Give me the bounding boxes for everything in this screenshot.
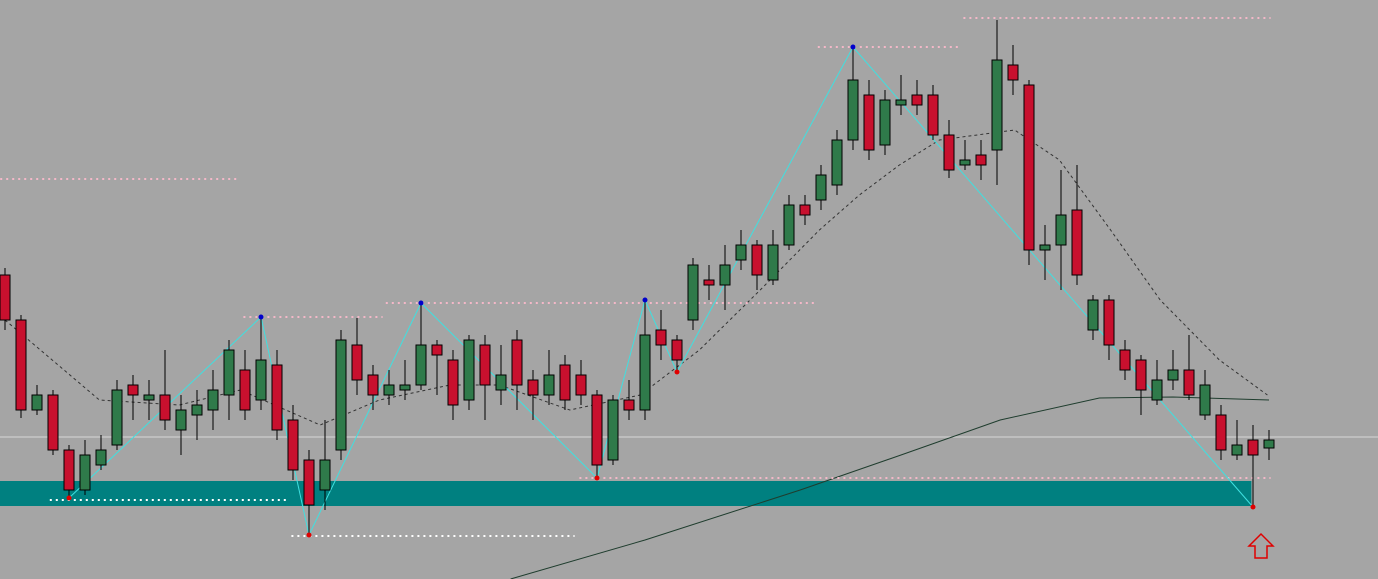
candle-body — [335, 339, 347, 451]
candle-body — [879, 99, 891, 146]
candle-body — [623, 399, 635, 411]
zone — [0, 481, 1252, 506]
candle-body — [1023, 84, 1035, 251]
candle-body — [1183, 369, 1195, 396]
candle-body — [863, 94, 875, 151]
candle-body — [223, 349, 235, 396]
candle-body — [175, 409, 187, 431]
pivot-dot — [642, 297, 648, 303]
candle-body — [959, 159, 971, 166]
candle-body — [383, 384, 395, 396]
candle-body — [111, 389, 123, 446]
candle-body — [31, 394, 43, 411]
candle-body — [1231, 444, 1243, 456]
candle-body — [1215, 414, 1227, 451]
candle-body — [527, 379, 539, 396]
candle-body — [0, 274, 11, 321]
candle-body — [399, 384, 411, 391]
candle-body — [975, 154, 987, 166]
candle-body — [1087, 299, 1099, 331]
candle-body — [895, 99, 907, 106]
candle-body — [911, 94, 923, 106]
pivot-dot — [66, 495, 72, 501]
candle-body — [1055, 214, 1067, 246]
candle-body — [303, 459, 315, 506]
candle-body — [1103, 299, 1115, 346]
candle-body — [1119, 349, 1131, 371]
candle-body — [655, 329, 667, 346]
candle-body — [767, 244, 779, 281]
pivot-dot — [850, 44, 856, 50]
candle-body — [367, 374, 379, 396]
pivot-dot — [306, 532, 312, 538]
candle-body — [751, 244, 763, 276]
candle-body — [1007, 64, 1019, 81]
candle-body — [799, 204, 811, 216]
candle-body — [575, 374, 587, 396]
candle-body — [95, 449, 107, 466]
candle-body — [415, 344, 427, 386]
candle-body — [1247, 439, 1259, 456]
candle-body — [271, 364, 283, 431]
pivot-dot — [1250, 504, 1256, 510]
pivot-dot — [258, 314, 264, 320]
candle-body — [351, 344, 363, 381]
candle-body — [127, 384, 139, 396]
candle-body — [607, 399, 619, 461]
candle-body — [1071, 209, 1083, 276]
candle-body — [543, 374, 555, 396]
candle-body — [495, 374, 507, 391]
candle-body — [191, 404, 203, 416]
candle-body — [815, 174, 827, 201]
candle-body — [591, 394, 603, 466]
candle-body — [1199, 384, 1211, 416]
candle-body — [703, 279, 715, 286]
candle-body — [79, 454, 91, 491]
candle-body — [447, 359, 459, 406]
candle-body — [927, 94, 939, 136]
candle-body — [1263, 439, 1275, 449]
candle-body — [15, 319, 27, 411]
candle-body — [63, 449, 75, 491]
candle-body — [783, 204, 795, 246]
candle-body — [463, 339, 475, 401]
plot — [0, 17, 1378, 579]
candle-body — [143, 394, 155, 401]
candle-body — [671, 339, 683, 361]
candle-body — [319, 459, 331, 491]
candle-body — [943, 134, 955, 171]
candle-body — [511, 339, 523, 386]
candle-body — [159, 394, 171, 421]
candle-body — [1167, 369, 1179, 381]
candle-body — [255, 359, 267, 401]
candle-body — [831, 139, 843, 186]
candle-body — [559, 364, 571, 401]
candle-body — [207, 389, 219, 411]
pivot-dot — [418, 300, 424, 306]
signal-arrow — [1247, 532, 1275, 559]
candle-body — [47, 394, 59, 451]
candle-body — [719, 264, 731, 286]
candle-body — [639, 334, 651, 411]
candle-body — [287, 419, 299, 471]
pivot-dot — [594, 475, 600, 481]
candle-body — [1135, 359, 1147, 391]
candle-body — [991, 59, 1003, 151]
candle-body — [1039, 244, 1051, 251]
pivot-dot — [674, 369, 680, 375]
candle-body — [687, 264, 699, 321]
candle-body — [847, 79, 859, 141]
candle-body — [1151, 379, 1163, 401]
candle-body — [431, 344, 443, 356]
candle-body — [735, 244, 747, 261]
candle-body — [479, 344, 491, 386]
candle-body — [239, 369, 251, 411]
